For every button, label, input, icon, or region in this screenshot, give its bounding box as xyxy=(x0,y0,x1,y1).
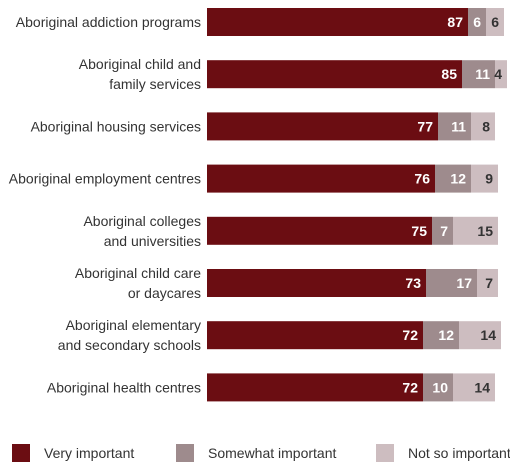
data-label: 76 xyxy=(414,171,430,187)
data-label: 72 xyxy=(402,379,418,395)
bar-segment xyxy=(459,321,501,350)
data-label: 17 xyxy=(456,275,472,291)
data-label: 75 xyxy=(411,223,427,239)
data-label: 14 xyxy=(480,327,496,343)
legend-label: Somewhat important xyxy=(208,445,337,461)
bar-segment xyxy=(207,321,423,350)
data-label: 6 xyxy=(473,14,481,30)
bar-segment xyxy=(438,112,471,141)
bar-segment xyxy=(471,112,495,141)
bar-segment xyxy=(207,373,423,402)
bar-segment xyxy=(207,60,462,89)
bar-segment xyxy=(207,216,432,245)
bar-segment xyxy=(453,373,495,402)
bar-segment xyxy=(462,60,495,89)
data-label: 4 xyxy=(494,66,502,82)
category-label: Aboriginal colleges and universities xyxy=(83,213,201,249)
bar-segment xyxy=(423,321,459,350)
bar-segment xyxy=(207,164,435,193)
category-label: Aboriginal child care or daycares xyxy=(75,265,201,301)
data-label: 73 xyxy=(405,275,421,291)
data-label: 12 xyxy=(438,327,454,343)
bar-segment xyxy=(207,112,438,141)
legend-swatch xyxy=(376,444,394,462)
bar-segment xyxy=(423,373,453,402)
data-label: 11 xyxy=(451,118,466,134)
bar-segment xyxy=(453,216,498,245)
data-label: 9 xyxy=(485,171,493,187)
bar-segment xyxy=(471,164,498,193)
bar-segment xyxy=(477,269,498,297)
data-label: 72 xyxy=(402,327,418,343)
data-label: 7 xyxy=(440,223,448,239)
legend-swatch xyxy=(12,444,30,462)
category-label: Aboriginal employment centres xyxy=(9,171,201,187)
bar-segment xyxy=(207,8,468,36)
data-label: 12 xyxy=(450,171,466,187)
category-label: Aboriginal elementary and secondary schoo… xyxy=(58,317,201,353)
data-label: 85 xyxy=(441,66,457,82)
category-label: Aboriginal housing services xyxy=(31,118,201,134)
data-label: 14 xyxy=(474,379,490,395)
bar-segment xyxy=(495,60,507,89)
bar-segment xyxy=(426,269,477,297)
data-label: 87 xyxy=(447,14,463,30)
bar-segment xyxy=(468,8,486,36)
legend-label: Very important xyxy=(44,445,134,461)
bar-segment xyxy=(432,216,453,245)
category-label: Aboriginal addiction programs xyxy=(16,14,201,30)
data-label: 77 xyxy=(417,118,433,134)
data-label: 11 xyxy=(475,66,490,82)
legend-label: Not so important xyxy=(408,445,510,461)
category-label: Aboriginal child and family services xyxy=(79,56,201,92)
bar-segment xyxy=(486,8,504,36)
data-label: 15 xyxy=(477,223,493,239)
bar-segment xyxy=(207,269,426,297)
legend-swatch xyxy=(176,444,194,462)
data-label: 8 xyxy=(482,118,490,134)
category-label: Aboriginal health centres xyxy=(47,379,201,395)
bar-segment xyxy=(435,164,471,193)
data-label: 10 xyxy=(432,379,448,395)
data-label: 7 xyxy=(485,275,493,291)
data-label: 6 xyxy=(491,14,499,30)
